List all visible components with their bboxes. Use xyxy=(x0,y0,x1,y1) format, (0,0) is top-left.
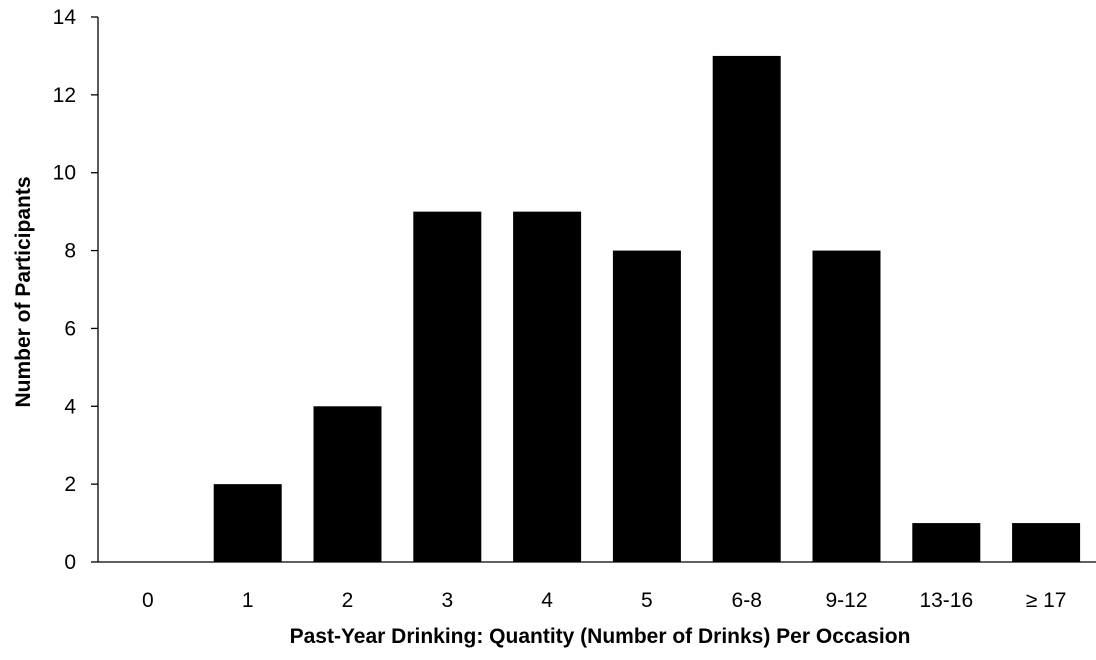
y-tick-label: 8 xyxy=(64,240,76,263)
y-tick-label: 12 xyxy=(53,84,76,107)
bar-6-8 xyxy=(712,55,781,563)
bar-2 xyxy=(313,406,382,562)
bars-layer xyxy=(213,55,1081,563)
x-tick-label: 4 xyxy=(541,589,553,612)
bar-1 xyxy=(213,484,282,562)
bar-3 xyxy=(413,211,482,562)
bar-4 xyxy=(513,211,582,562)
x-axis-title: Past-Year Drinking: Quantity (Number of … xyxy=(290,625,911,648)
x-tick-label: 1 xyxy=(242,589,254,612)
y-axis-title: Number of Participants xyxy=(12,176,35,407)
bar-5 xyxy=(612,250,681,562)
x-tick-label: 3 xyxy=(441,589,453,612)
bar-13-16 xyxy=(912,523,981,562)
y-tick-label: 4 xyxy=(64,395,76,418)
axes-layer xyxy=(97,17,1096,563)
y-tick-label: 10 xyxy=(53,162,76,185)
y-ticks: 0 2 4 6 8 10 12 14 xyxy=(53,6,98,574)
y-tick-label: 0 xyxy=(64,551,76,574)
bar-9-12 xyxy=(812,250,881,562)
x-tick-label: 6-8 xyxy=(732,589,762,612)
y-tick-label: 2 xyxy=(64,473,76,496)
x-tick-label: 5 xyxy=(641,589,653,612)
x-tick-label: ≥ 17 xyxy=(1026,589,1067,612)
y-tick-label: 14 xyxy=(53,6,77,29)
x-tick-label: 13-16 xyxy=(919,589,973,612)
x-tick-label: 0 xyxy=(142,589,154,612)
y-tick-label: 6 xyxy=(64,317,76,340)
bar-≥ 17 xyxy=(1012,523,1081,562)
x-ticks: 0 1 2 3 4 5 6-8 9-12 13-16 ≥ 17 xyxy=(142,589,1066,612)
x-tick-label: 2 xyxy=(342,589,354,612)
x-tick-label: 9-12 xyxy=(825,589,867,612)
